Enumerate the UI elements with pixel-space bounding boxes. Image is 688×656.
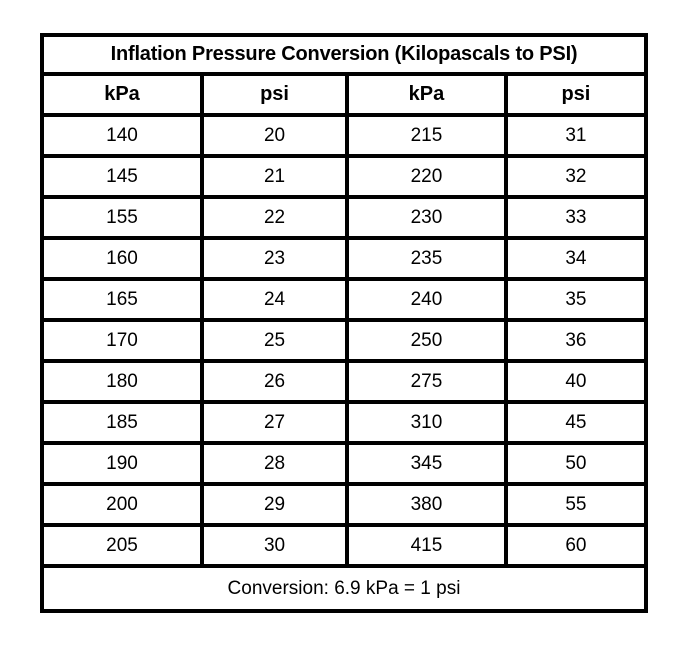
- table-cell: 27: [200, 400, 349, 445]
- column-header-kpa-right: kPa: [345, 72, 508, 117]
- table-cell: 185: [39, 400, 205, 445]
- table-cell: 190: [39, 441, 205, 486]
- table-cell: 310: [345, 400, 508, 445]
- table-head: Inflation Pressure Conversion (Kilopasca…: [39, 33, 649, 117]
- table-cell: 215: [345, 113, 508, 158]
- table-row: 180 26 275 40: [39, 359, 649, 404]
- table-cell: 29: [200, 482, 349, 527]
- table-cell: 415: [345, 523, 508, 568]
- table-cell: 35: [503, 277, 649, 322]
- table-cell: 170: [39, 318, 205, 363]
- table-cell: 220: [345, 154, 508, 199]
- table-cell: 20: [200, 113, 349, 158]
- table-row: 160 23 235 34: [39, 236, 649, 281]
- table-cell: 34: [503, 236, 649, 281]
- column-header-psi-right: psi: [503, 72, 649, 117]
- table-row: 155 22 230 33: [39, 195, 649, 240]
- table-row: 145 21 220 32: [39, 154, 649, 199]
- table-row: 200 29 380 55: [39, 482, 649, 527]
- table-cell: 200: [39, 482, 205, 527]
- table-cell: 22: [200, 195, 349, 240]
- table-row: 185 27 310 45: [39, 400, 649, 445]
- table-cell: 250: [345, 318, 508, 363]
- table-cell: 345: [345, 441, 508, 486]
- table-row: 170 25 250 36: [39, 318, 649, 363]
- table-cell: 30: [200, 523, 349, 568]
- table-cell: 165: [39, 277, 205, 322]
- table-cell: 24: [200, 277, 349, 322]
- table-row: 165 24 240 35: [39, 277, 649, 322]
- table-cell: 23: [200, 236, 349, 281]
- table-cell: 380: [345, 482, 508, 527]
- table-cell: 50: [503, 441, 649, 486]
- table-row: 190 28 345 50: [39, 441, 649, 486]
- table-row: 205 30 415 60: [39, 523, 649, 568]
- table-cell: 145: [39, 154, 205, 199]
- table-body: 140 20 215 31 145 21 220 32 155 22 230 33 160 23 235 34…: [39, 113, 649, 568]
- table-cell: 25: [200, 318, 349, 363]
- table-cell: 33: [503, 195, 649, 240]
- table-cell: 21: [200, 154, 349, 199]
- table-cell: 275: [345, 359, 508, 404]
- table-cell: 180: [39, 359, 205, 404]
- table-foot: Conversion: 6.9 kPa = 1 psi: [40, 564, 648, 613]
- table-cell: 235: [345, 236, 508, 281]
- table-cell: 205: [39, 523, 205, 568]
- table-cell: 240: [345, 277, 508, 322]
- table-cell: 36: [503, 318, 649, 363]
- table-row: 140 20 215 31: [39, 113, 649, 158]
- column-header-kpa-left: kPa: [39, 72, 205, 117]
- table-cell: 31: [503, 113, 649, 158]
- table-cell: 28: [200, 441, 349, 486]
- table-cell: 45: [503, 400, 649, 445]
- table-footer-row: Conversion: 6.9 kPa = 1 psi: [40, 564, 648, 613]
- table-cell: 40: [503, 359, 649, 404]
- table-cell: 32: [503, 154, 649, 199]
- table-cell: 230: [345, 195, 508, 240]
- table-header-row: kPa psi kPa psi: [39, 72, 649, 117]
- table-cell: 26: [200, 359, 349, 404]
- table-title-row: Inflation Pressure Conversion (Kilopasca…: [40, 33, 648, 76]
- column-header-psi-left: psi: [200, 72, 349, 117]
- table-cell: 155: [39, 195, 205, 240]
- table-cell: 60: [503, 523, 649, 568]
- table-cell: 55: [503, 482, 649, 527]
- table-title: Inflation Pressure Conversion (Kilopasca…: [40, 33, 648, 76]
- table-cell: 140: [39, 113, 205, 158]
- table-cell: 160: [39, 236, 205, 281]
- conversion-note: Conversion: 6.9 kPa = 1 psi: [40, 564, 648, 613]
- conversion-table: Inflation Pressure Conversion (Kilopasca…: [39, 33, 649, 613]
